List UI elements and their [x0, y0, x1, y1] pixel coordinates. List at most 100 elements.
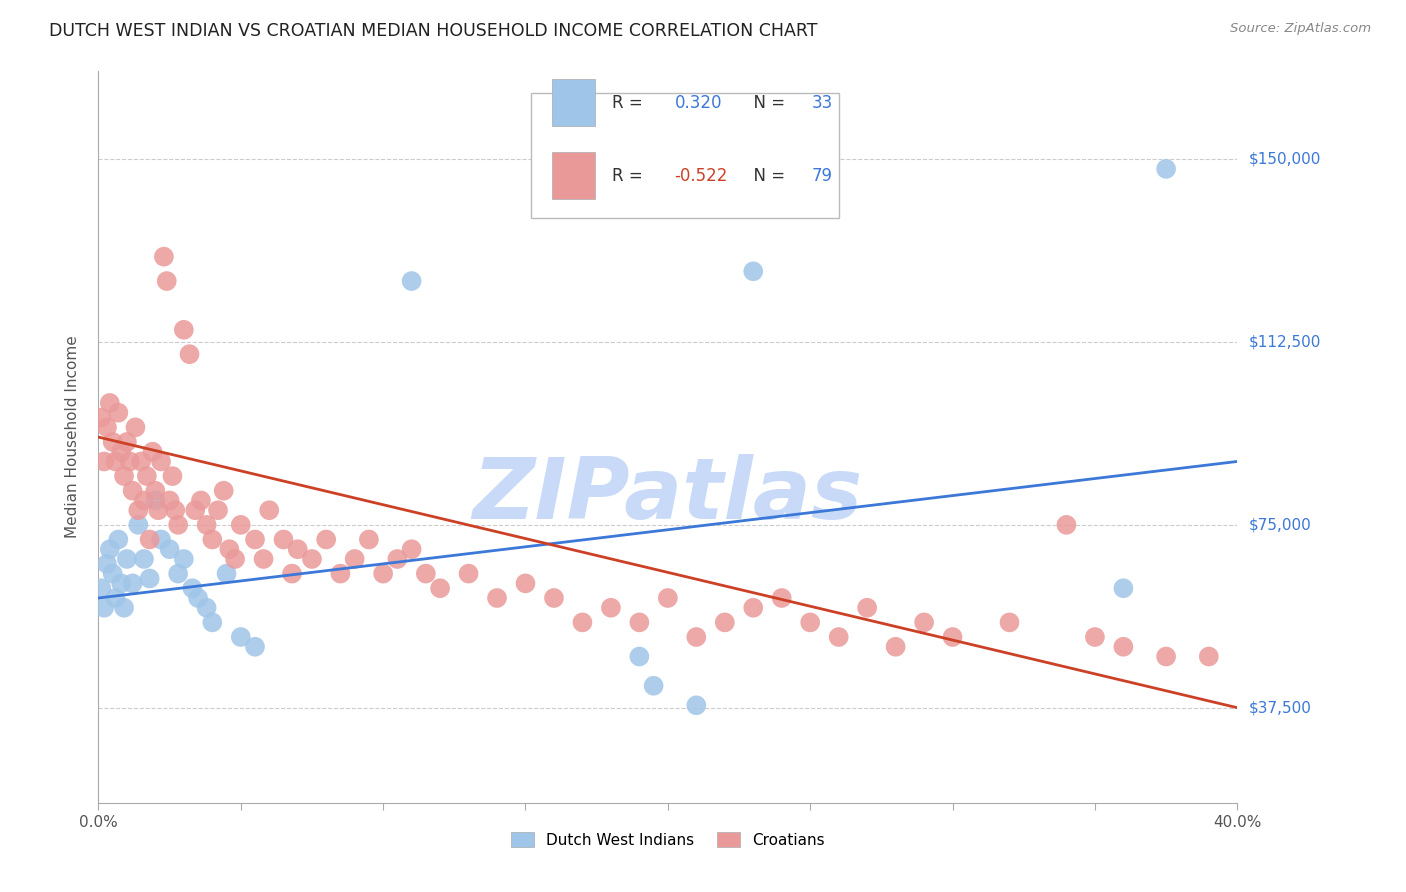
Point — [121, 576, 143, 591]
Point — [218, 542, 240, 557]
Legend: Dutch West Indians, Croatians: Dutch West Indians, Croatians — [505, 825, 831, 854]
Point — [138, 533, 160, 547]
Point — [685, 698, 707, 713]
Point — [515, 576, 537, 591]
Point — [112, 469, 135, 483]
Point — [1154, 649, 1177, 664]
Text: 33: 33 — [811, 94, 832, 112]
Point — [571, 615, 593, 630]
Point — [195, 517, 218, 532]
Bar — [551, 78, 595, 126]
Point — [714, 615, 737, 630]
Point — [107, 406, 129, 420]
Point — [281, 566, 304, 581]
Point — [115, 434, 138, 449]
Point — [643, 679, 665, 693]
Point — [401, 542, 423, 557]
Point — [181, 581, 204, 595]
Point — [118, 454, 141, 468]
Point — [343, 552, 366, 566]
Point — [373, 566, 395, 581]
Point — [401, 274, 423, 288]
FancyBboxPatch shape — [531, 94, 839, 218]
Point — [856, 600, 879, 615]
Point — [165, 503, 187, 517]
Point — [301, 552, 323, 566]
Text: $112,500: $112,500 — [1249, 334, 1320, 350]
Point — [1154, 161, 1177, 176]
Text: 0.320: 0.320 — [675, 94, 723, 112]
Point — [153, 250, 176, 264]
Point — [132, 552, 155, 566]
Point — [357, 533, 380, 547]
Point — [243, 533, 266, 547]
Point — [159, 542, 181, 557]
Point — [96, 557, 118, 571]
Point — [107, 533, 129, 547]
Point — [104, 591, 127, 605]
Point — [187, 591, 209, 605]
Point — [600, 600, 623, 615]
Point — [543, 591, 565, 605]
Point — [429, 581, 451, 595]
Point — [179, 347, 201, 361]
Point — [173, 552, 195, 566]
Point — [828, 630, 851, 644]
Text: -0.522: -0.522 — [675, 167, 728, 185]
Point — [110, 444, 132, 458]
Point — [135, 469, 157, 483]
Point — [1084, 630, 1107, 644]
Point — [1112, 640, 1135, 654]
Point — [167, 566, 190, 581]
Point — [112, 600, 135, 615]
Point — [252, 552, 274, 566]
Text: $37,500: $37,500 — [1249, 700, 1312, 715]
Point — [657, 591, 679, 605]
Point — [145, 493, 167, 508]
Text: N =: N = — [742, 94, 790, 112]
Point — [98, 396, 121, 410]
Point — [148, 503, 170, 517]
Point — [184, 503, 207, 517]
Point — [110, 576, 132, 591]
Point — [329, 566, 352, 581]
Text: N =: N = — [742, 167, 790, 185]
Point — [201, 533, 224, 547]
Text: Source: ZipAtlas.com: Source: ZipAtlas.com — [1230, 22, 1371, 36]
Point — [942, 630, 965, 644]
Point — [127, 517, 149, 532]
Point — [129, 454, 152, 468]
Point — [229, 517, 252, 532]
Point — [912, 615, 935, 630]
Point — [150, 454, 173, 468]
Point — [145, 483, 167, 498]
Text: 79: 79 — [811, 167, 832, 185]
Point — [104, 454, 127, 468]
Point — [90, 410, 112, 425]
Point — [457, 566, 479, 581]
Point — [998, 615, 1021, 630]
Point — [1112, 581, 1135, 595]
Point — [224, 552, 246, 566]
Point — [93, 454, 115, 468]
Point — [162, 469, 184, 483]
Point — [259, 503, 281, 517]
Text: $150,000: $150,000 — [1249, 152, 1320, 167]
Point — [742, 600, 765, 615]
Point — [132, 493, 155, 508]
Point — [150, 533, 173, 547]
Point — [486, 591, 509, 605]
Point — [121, 483, 143, 498]
Point — [742, 264, 765, 278]
Point — [415, 566, 437, 581]
Point — [207, 503, 229, 517]
Point — [138, 572, 160, 586]
Point — [115, 552, 138, 566]
Bar — [551, 152, 595, 199]
Point — [201, 615, 224, 630]
Point — [124, 420, 146, 434]
Point — [96, 420, 118, 434]
Point — [212, 483, 235, 498]
Point — [1056, 517, 1078, 532]
Point — [190, 493, 212, 508]
